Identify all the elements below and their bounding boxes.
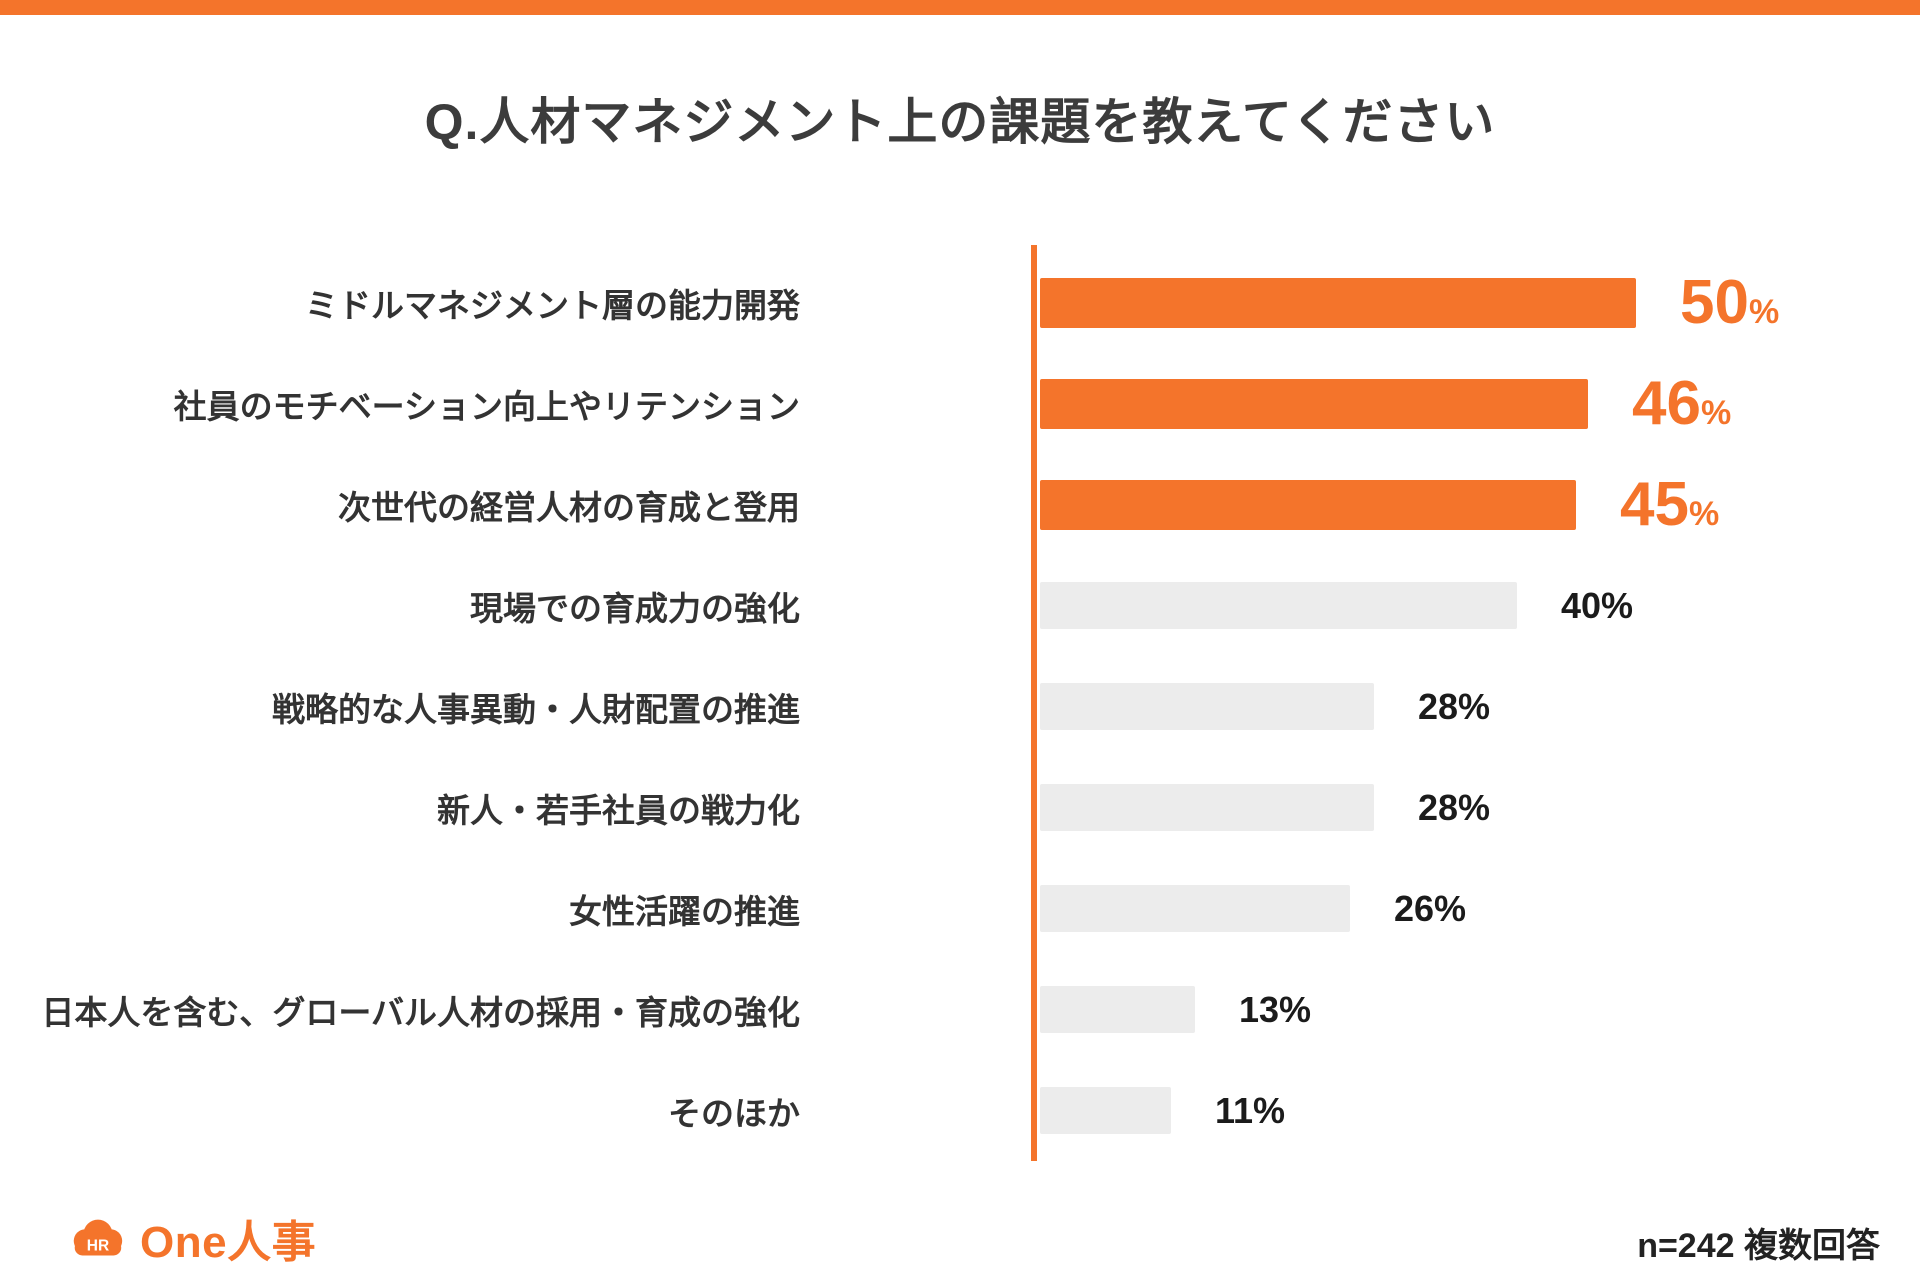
bar: [1040, 885, 1350, 932]
value-label: 46%: [1632, 369, 1732, 438]
category-label: そのほか: [668, 1094, 800, 1132]
bar: [1040, 277, 1636, 328]
chart-row: 日本人を含む、グローバル人材の採用・育成の強化 13%: [0, 959, 1920, 1060]
chart-row: 女性活躍の推進 26%: [0, 858, 1920, 959]
bar: [1040, 683, 1374, 730]
bar: [1040, 986, 1195, 1033]
bar-area: 28%: [1005, 784, 1920, 831]
category-label: 戦略的な人事異動・人財配置の推進: [272, 690, 800, 728]
top-accent-bar: [0, 0, 1920, 15]
value-label: 45%: [1620, 470, 1720, 539]
brand-name: One人事: [140, 1218, 317, 1267]
category-label: ミドルマネジメント層の能力開発: [305, 286, 800, 324]
chart-row: 社員のモチベーション向上やリテンション 46%: [0, 353, 1920, 454]
bar: [1040, 582, 1517, 629]
chart-row: ミドルマネジメント層の能力開発 50%: [0, 252, 1920, 353]
value-label: 40%: [1561, 584, 1634, 626]
bar: [1040, 479, 1576, 530]
category-label: 社員のモチベーション向上やリテンション: [173, 387, 800, 425]
category-label: 女性活躍の推進: [569, 892, 800, 930]
chart-title: Q.人材マネジメント上の課題を教えてください: [424, 94, 1496, 150]
bar: [1040, 1087, 1171, 1134]
sample-size-note: n=242 複数回答: [1637, 1227, 1880, 1265]
category-label: 次世代の経営人材の育成と登用: [338, 488, 800, 526]
bar-area: 40%: [1005, 582, 1920, 629]
bar-area: 26%: [1005, 885, 1920, 932]
bar-area: 50%: [1005, 267, 1920, 338]
value-label: 26%: [1394, 887, 1467, 929]
hr-cloud-icon-text: HR: [87, 1238, 109, 1255]
chart-row: 次世代の経営人材の育成と登用 45%: [0, 454, 1920, 555]
bar: [1040, 784, 1374, 831]
bar-chart: ミドルマネジメント層の能力開発 50% 社員のモチベーション向上やリテンション 46%…: [0, 252, 1920, 1161]
category-label: 現場での育成力の強化: [470, 589, 800, 627]
bar-area: 11%: [1005, 1087, 1920, 1134]
chart-row: 新人・若手社員の戦力化 28%: [0, 757, 1920, 858]
bar-area: 46%: [1005, 368, 1920, 439]
chart-row: そのほか 11%: [0, 1060, 1920, 1161]
bar-area: 13%: [1005, 986, 1920, 1033]
value-label: 28%: [1418, 685, 1491, 727]
category-label: 日本人を含む、グローバル人材の採用・育成の強化: [41, 993, 800, 1031]
chart-row: 現場での育成力の強化 40%: [0, 555, 1920, 656]
brand-logo: HR One人事: [66, 1206, 316, 1270]
chart-row: 戦略的な人事異動・人財配置の推進 28%: [0, 656, 1920, 757]
value-label: 11%: [1215, 1089, 1286, 1131]
value-label: 13%: [1239, 988, 1312, 1030]
value-label: 50%: [1680, 268, 1780, 337]
bar-area: 28%: [1005, 683, 1920, 730]
value-label: 28%: [1418, 786, 1491, 828]
axis-line: [1031, 245, 1037, 1161]
bar-area: 45%: [1005, 469, 1920, 540]
hr-cloud-icon: HR: [73, 1219, 123, 1256]
category-label: 新人・若手社員の戦力化: [437, 791, 800, 829]
bar: [1040, 378, 1588, 429]
